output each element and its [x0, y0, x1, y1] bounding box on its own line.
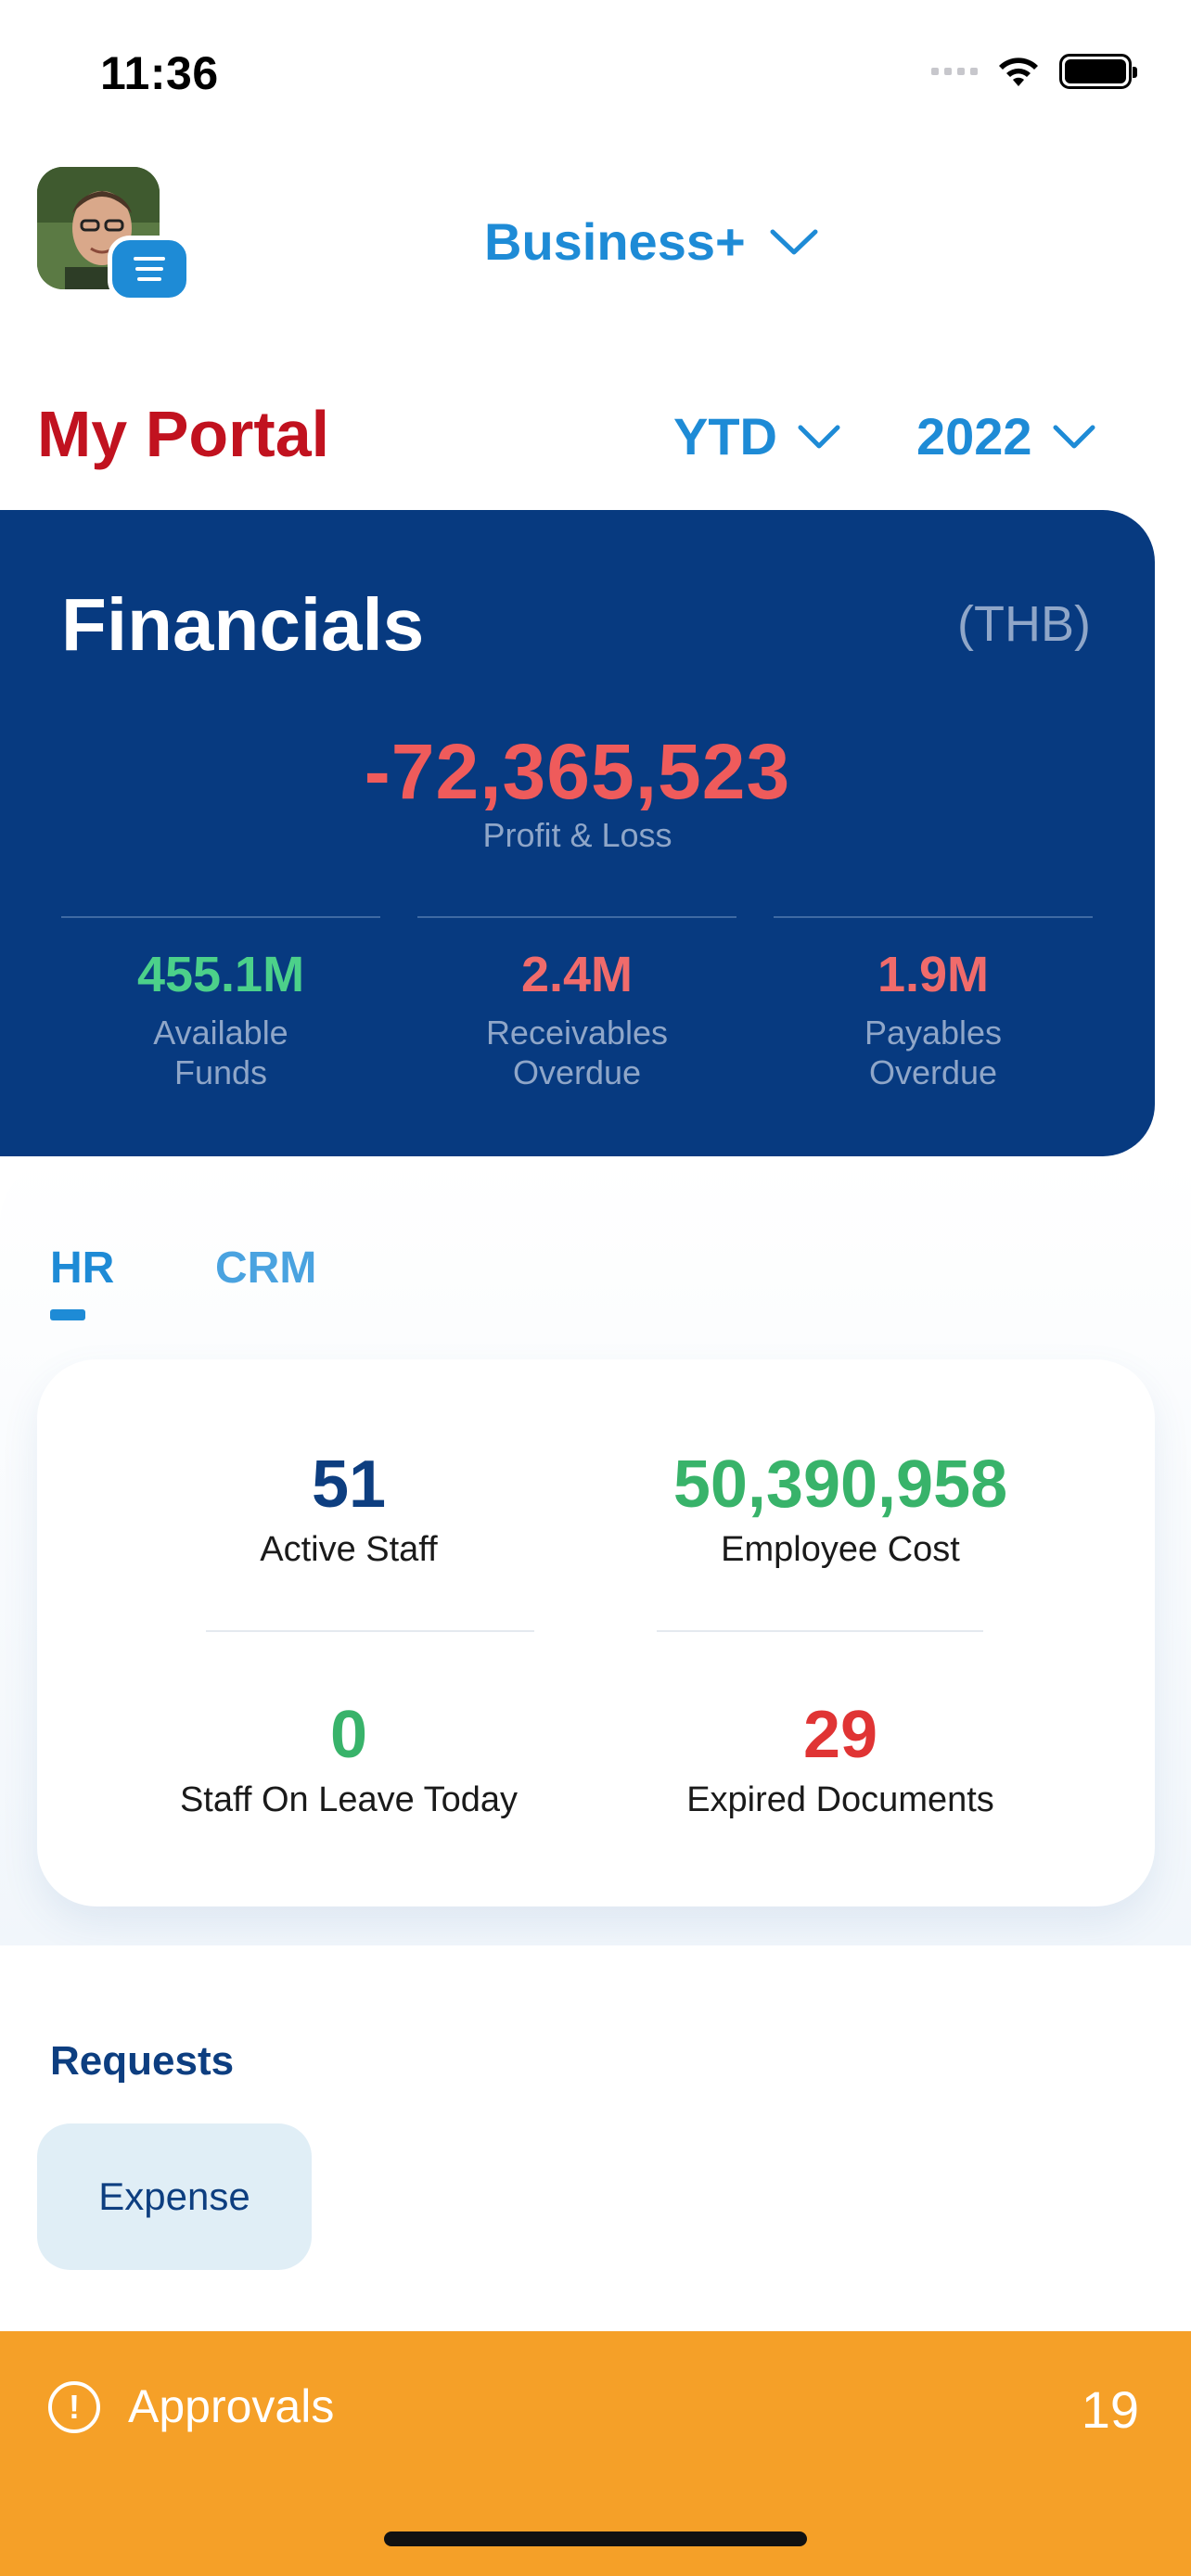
chevron-down-icon [770, 229, 818, 254]
staff-on-leave-label: Staff On Leave Today [179, 1780, 519, 1819]
receivables-overdue-value: 2.4M [520, 947, 634, 1002]
receivables-overdue-stat: 2.4M Receivables Overdue [417, 916, 736, 1092]
year-selector[interactable]: 2022 [916, 406, 1095, 466]
expense-request-button[interactable]: Expense [37, 2123, 312, 2270]
alert-circle-icon: ! [48, 2381, 100, 2433]
battery-icon [1059, 54, 1137, 89]
divider [206, 1630, 534, 1632]
status-time: 11:36 [100, 47, 219, 99]
divider [774, 916, 1093, 918]
organization-label: Business+ [484, 212, 746, 271]
available-funds-stat: 455.1M Available Funds [61, 916, 380, 1092]
active-tab-indicator [50, 1309, 85, 1320]
tab-crm[interactable]: CRM [215, 1243, 317, 1293]
payables-overdue-label-line2: Overdue [868, 1053, 998, 1091]
receivables-overdue-label-line1: Receivables [485, 1014, 669, 1052]
divider [61, 916, 380, 918]
payables-overdue-value: 1.9M [877, 947, 990, 1002]
active-staff-label: Active Staff [260, 1530, 438, 1569]
chevron-down-icon [1053, 425, 1095, 448]
tab-hr[interactable]: HR [50, 1243, 115, 1293]
expired-documents-value: 29 [802, 1698, 878, 1772]
available-funds-value: 455.1M [136, 947, 305, 1002]
menu-icon[interactable] [108, 236, 191, 302]
profit-loss-value: -72,365,523 [364, 728, 791, 815]
hr-summary-card [37, 1359, 1155, 1906]
avatar[interactable] [37, 167, 160, 289]
expired-documents-label: Expired Documents [686, 1780, 994, 1819]
financials-currency: (THB) [957, 596, 1091, 652]
employee-cost-value: 50,390,958 [672, 1447, 1008, 1522]
expired-documents-kpi[interactable]: 29 Expired Documents [636, 1697, 1044, 1820]
expense-request-label: Expense [98, 2174, 250, 2218]
approvals-count: 19 [1081, 2380, 1139, 2439]
divider [417, 916, 736, 918]
profit-loss-label: Profit & Loss [482, 816, 672, 854]
available-funds-label-line1: Available [153, 1014, 288, 1052]
payables-overdue-label-line1: Payables [864, 1014, 1003, 1052]
staff-on-leave-kpi[interactable]: 0 Staff On Leave Today [145, 1697, 553, 1820]
home-indicator[interactable] [384, 2531, 807, 2546]
period-selector[interactable]: YTD [673, 406, 840, 466]
organization-selector[interactable]: Business+ [484, 211, 818, 272]
receivables-overdue-label-line2: Overdue [512, 1053, 642, 1091]
page-title: My Portal [37, 398, 330, 470]
period-label: YTD [673, 407, 777, 465]
chevron-down-icon [798, 425, 840, 448]
divider [657, 1630, 983, 1632]
status-icons [931, 54, 1137, 89]
requests-title: Requests [50, 2038, 235, 2084]
available-funds-label-line2: Funds [173, 1053, 268, 1091]
approvals-label: Approvals [128, 2380, 335, 2432]
payables-overdue-stat: 1.9M Payables Overdue [774, 916, 1093, 1092]
employee-cost-kpi[interactable]: 50,390,958 Employee Cost [608, 1447, 1072, 1570]
active-staff-value: 51 [311, 1447, 387, 1522]
employee-cost-label: Employee Cost [721, 1530, 960, 1569]
active-staff-kpi[interactable]: 51 Active Staff [163, 1447, 534, 1570]
wifi-icon [999, 57, 1038, 86]
staff-on-leave-value: 0 [329, 1698, 368, 1772]
financials-title: Financials [61, 583, 425, 666]
financials-card[interactable] [0, 510, 1155, 1156]
year-label: 2022 [916, 407, 1032, 465]
cellular-signal-icon [931, 68, 978, 75]
